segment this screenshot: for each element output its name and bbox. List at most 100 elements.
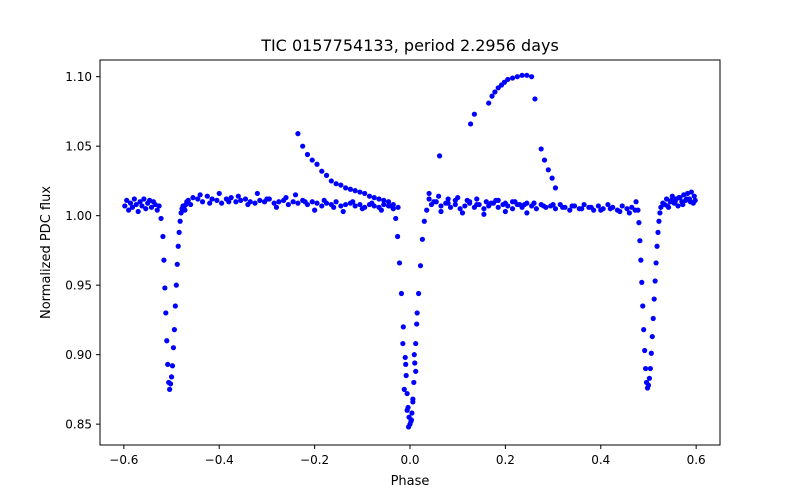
data-point — [414, 321, 420, 327]
data-point — [467, 121, 474, 127]
data-point — [643, 365, 649, 372]
data-point — [319, 203, 325, 209]
x-tick-label: −0.6 — [109, 453, 138, 467]
data-point — [524, 210, 530, 216]
data-point — [502, 208, 508, 215]
data-point — [653, 260, 659, 266]
data-point — [532, 96, 538, 102]
data-point — [474, 196, 480, 202]
data-point — [664, 203, 671, 209]
data-point — [452, 201, 458, 208]
data-point — [233, 199, 239, 205]
x-tick-label: −0.4 — [205, 453, 234, 467]
data-point — [540, 203, 547, 209]
data-point — [471, 111, 477, 117]
data-point — [333, 199, 339, 205]
x-axis-label: Phase — [391, 474, 430, 489]
data-point — [264, 196, 270, 202]
data-point — [424, 207, 430, 213]
x-tick-label: 0.2 — [496, 453, 515, 467]
data-point — [403, 372, 409, 379]
data-point — [462, 203, 468, 209]
data-point — [655, 229, 661, 235]
data-point — [658, 204, 664, 210]
data-point — [691, 193, 697, 199]
data-point — [486, 100, 492, 106]
data-point — [552, 206, 559, 212]
data-point — [381, 201, 387, 208]
data-point — [419, 236, 425, 242]
data-point — [529, 74, 535, 80]
y-axis-label: Normalized PDC flux — [39, 186, 54, 319]
data-point — [619, 203, 625, 209]
data-point — [438, 203, 444, 209]
data-point — [216, 190, 222, 197]
data-point — [359, 206, 365, 212]
data-point — [459, 210, 466, 216]
data-point — [675, 203, 681, 209]
y-tick-label: 0.90 — [65, 348, 92, 362]
data-point — [141, 196, 147, 202]
data-point — [254, 190, 260, 197]
data-point — [656, 218, 662, 224]
data-point — [669, 193, 675, 199]
data-point — [654, 243, 660, 249]
data-point — [645, 382, 652, 388]
data-point — [178, 210, 184, 216]
data-point — [400, 340, 406, 347]
data-point — [129, 204, 136, 210]
data-point — [401, 386, 407, 392]
data-point — [393, 215, 399, 222]
data-point — [385, 199, 392, 205]
data-point — [404, 407, 410, 413]
data-point — [188, 201, 194, 208]
data-point — [414, 310, 420, 316]
data-point — [131, 196, 137, 202]
data-point — [197, 192, 203, 198]
data-point — [517, 201, 523, 208]
data-point — [295, 200, 301, 206]
data-point — [381, 197, 387, 203]
data-point — [343, 185, 349, 191]
data-point — [228, 195, 234, 201]
data-point — [483, 199, 489, 205]
data-point — [514, 74, 520, 80]
data-point — [177, 218, 183, 224]
y-tick-label: 1.00 — [65, 209, 92, 223]
data-point — [167, 381, 174, 387]
data-point — [545, 167, 551, 173]
data-point — [164, 338, 170, 344]
data-point — [302, 199, 308, 205]
data-point — [124, 197, 130, 203]
data-point — [405, 424, 412, 430]
data-point — [642, 347, 648, 354]
x-axis: −0.6 −0.4 −0.2 0.0 0.2 0.4 0.6 — [109, 445, 706, 467]
data-point — [333, 181, 339, 187]
data-point — [668, 197, 674, 203]
data-point — [175, 243, 181, 249]
data-point — [495, 204, 501, 210]
data-point — [295, 131, 301, 137]
data-point — [489, 93, 495, 99]
y-tick-label: 1.05 — [65, 140, 92, 154]
data-point — [273, 204, 280, 210]
data-point — [533, 206, 539, 212]
data-point — [488, 200, 494, 206]
data-point — [190, 195, 196, 201]
data-point — [395, 233, 401, 240]
data-point — [639, 279, 645, 285]
data-point — [581, 201, 587, 208]
data-point — [445, 196, 451, 202]
data-point — [505, 76, 511, 83]
data-point — [312, 207, 318, 213]
data-point — [283, 195, 289, 201]
data-point — [169, 363, 176, 369]
data-point — [426, 190, 432, 197]
data-point — [396, 260, 403, 266]
data-point — [170, 345, 177, 351]
data-point — [395, 204, 401, 210]
data-point — [467, 199, 473, 205]
data-point — [549, 175, 555, 181]
x-tick-label: −0.2 — [300, 453, 329, 467]
data-point — [509, 75, 516, 81]
